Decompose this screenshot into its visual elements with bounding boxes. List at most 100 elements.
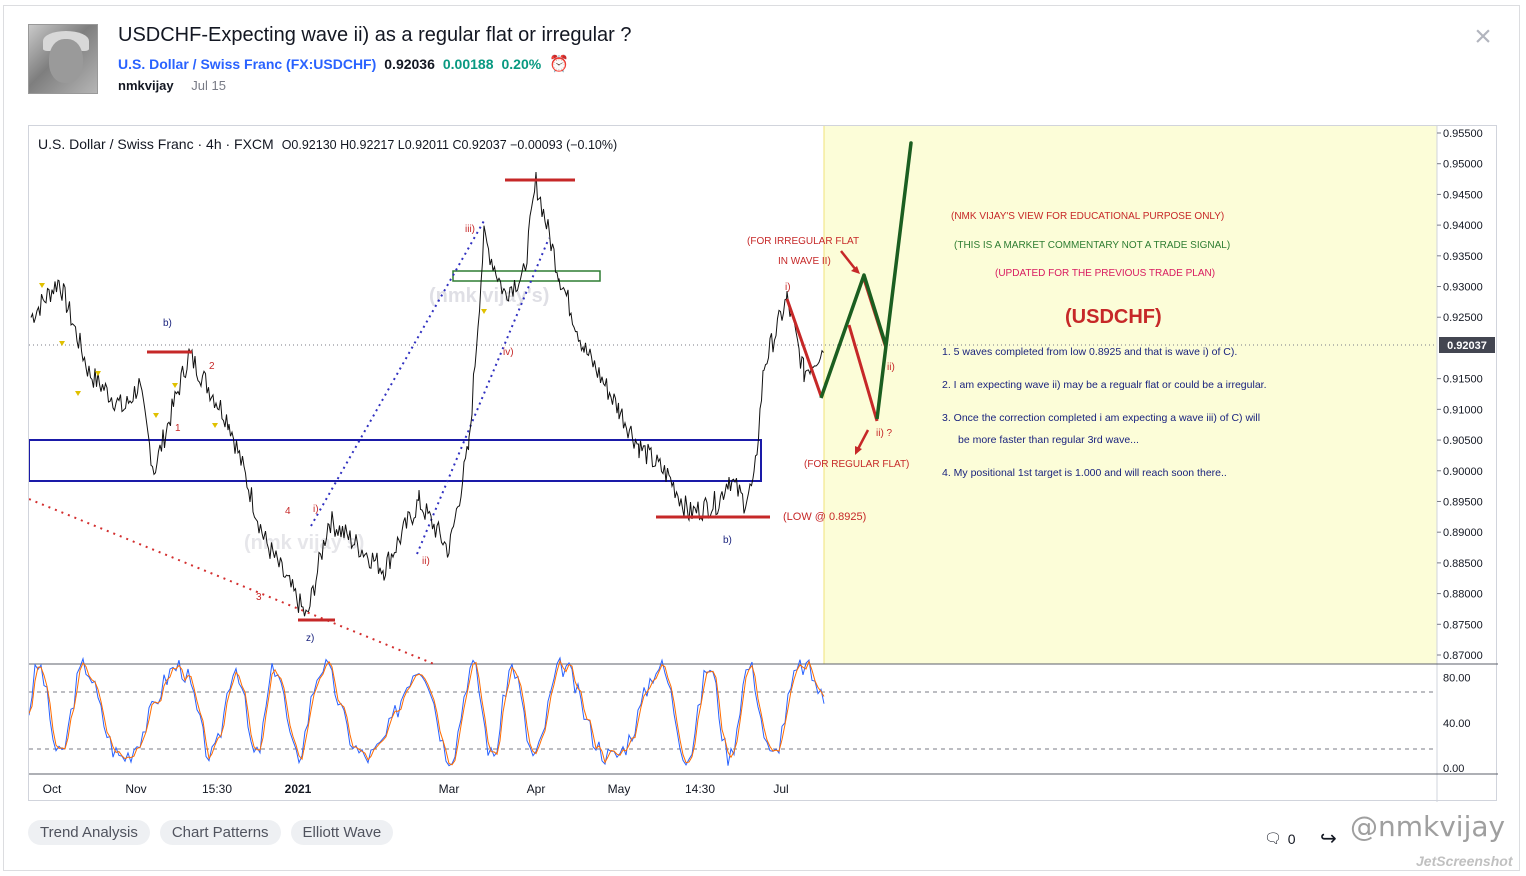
oscillator-k-line — [28, 656, 825, 767]
forecast-red-irregular — [847, 324, 879, 422]
tag-trend-analysis[interactable]: Trend Analysis — [28, 820, 150, 845]
wave-label: ii) — [887, 362, 895, 373]
wave-label: 4 — [285, 506, 291, 517]
time-tick-label: Jul — [773, 782, 788, 796]
irregular-note-1: (FOR IRREGULAR FLAT — [747, 236, 859, 247]
price-tick-label: 0.88500 — [1443, 558, 1483, 570]
wave-label: 3 — [256, 592, 262, 603]
time-tick-label: Mar — [439, 782, 460, 796]
idea-title: USDCHF-Expecting wave ii) as a regular f… — [118, 24, 632, 46]
point-1: 1. 5 waves completed from low 0.8925 and… — [942, 346, 1237, 358]
price-tick-label: 0.87000 — [1443, 650, 1483, 662]
tag-elliott-wave[interactable]: Elliott Wave — [290, 820, 394, 845]
chart-svg: 0.95500 0.95000 0.94500 0.94000 0.93500 0.930… — [28, 126, 1498, 802]
chart-container[interactable]: 0.95500 0.95000 0.94500 0.94000 0.93500 0.930… — [28, 125, 1498, 802]
forecast-green-path — [819, 141, 913, 420]
idea-card — [3, 5, 1520, 871]
tag-list: Trend Analysis Chart Patterns Elliott Wa… — [28, 820, 394, 845]
comments-button[interactable]: 🗨 0 — [1264, 830, 1296, 847]
wave-label: ii) — [422, 556, 430, 567]
symbol-change-pct: 0.20% — [501, 56, 542, 72]
price-tick-label: 0.88000 — [1443, 589, 1483, 601]
wave-label: b) — [163, 318, 172, 329]
wave-labels: b) 2 1 4 3 i) z) ii) iii) iv) i) ii) ii)… — [163, 224, 895, 644]
point-4: 4. My positional 1st target is 1.000 and… — [942, 467, 1227, 479]
symbol-note: (USDCHF) — [1065, 306, 1162, 328]
last-price-box — [1439, 337, 1495, 353]
time-tick-label: Oct — [43, 782, 62, 796]
wave-label: ii) ? — [876, 428, 893, 439]
arrow-regular — [855, 429, 870, 455]
disclaimer-2: (THIS IS A MARKET COMMENTARY NOT A TRADE… — [954, 240, 1230, 251]
oscillator-tick-label: 0.00 — [1443, 763, 1464, 775]
price-tick-label: 0.92500 — [1443, 312, 1483, 324]
tag-chart-patterns[interactable]: Chart Patterns — [159, 820, 281, 845]
regular-note: (FOR REGULAR FLAT) — [804, 459, 909, 470]
time-tick-label: Nov — [125, 782, 146, 796]
wave-label: 2 — [209, 361, 215, 372]
wave-label: iii) — [465, 224, 475, 235]
author-avatar[interactable] — [28, 24, 98, 94]
oscillator-tick-label: 40.00 — [1443, 718, 1471, 730]
forecast-regular-red — [785, 298, 823, 397]
comment-icon: 🗨 — [1264, 830, 1282, 846]
price-tick-label: 0.89500 — [1443, 496, 1483, 508]
oscillator-axis: 80.00 40.00 0.00 — [1443, 673, 1471, 775]
resistance-zone — [452, 270, 601, 282]
symbol-link[interactable]: U.S. Dollar / Swiss Franc (FX:USDCHF) — [118, 56, 377, 72]
price-tick-label: 0.90000 — [1443, 466, 1483, 478]
price-line — [30, 171, 824, 617]
author-watermark: @nmkvijay — [1350, 810, 1506, 843]
chart-watermark-2: (nmk vijay's) — [244, 532, 364, 554]
capture-watermark: JetScreenshot — [1416, 853, 1513, 869]
point-3: 3. Once the correction completed i am ex… — [942, 412, 1260, 424]
wave-label: b) — [723, 535, 732, 546]
wave-label: 1 — [175, 423, 181, 434]
price-axis: 0.95500 0.95000 0.94500 0.94000 0.93500 0.930… — [1437, 128, 1483, 662]
price-tick-label: 0.95000 — [1443, 159, 1483, 171]
price-tick-label: 0.89000 — [1443, 527, 1483, 539]
wave-label: i) — [313, 504, 319, 515]
projection-area — [824, 126, 1437, 664]
oscillator-tick-label: 80.00 — [1443, 673, 1471, 685]
price-tick-label: 0.91500 — [1443, 374, 1483, 386]
time-tick-label: 15:30 — [202, 782, 232, 796]
symbol-price: 0.92036 — [384, 56, 435, 72]
alert-clock-icon[interactable]: ⏰ — [549, 56, 570, 73]
wave-label: i) — [785, 282, 791, 293]
price-tick-label: 0.91000 — [1443, 404, 1483, 416]
oscillator-d-line — [28, 659, 825, 766]
red-trendline — [28, 498, 435, 665]
price-tick-label: 0.90500 — [1443, 435, 1483, 447]
chart-legend: U.S. Dollar / Swiss Franc · 4h · FXCM O0.… — [38, 136, 617, 152]
time-tick-label: Apr — [527, 782, 546, 796]
blue-channel-upper — [310, 218, 486, 527]
price-tick-label: 0.87500 — [1443, 619, 1483, 631]
author-line: nmkvijay Jul 15 — [118, 78, 226, 93]
low-note: (LOW @ 0.8925) — [783, 511, 866, 523]
wave-label: iv) — [503, 347, 514, 358]
time-axis: Oct Nov 15:30 2021 Mar Apr May 14:30 Jul — [43, 782, 789, 796]
author-name[interactable]: nmkvijay — [118, 78, 174, 93]
time-tick-label: 2021 — [285, 782, 312, 796]
publish-date: Jul 15 — [191, 78, 226, 93]
disclaimer-3: (UPDATED FOR THE PREVIOUS TRADE PLAN) — [995, 268, 1215, 279]
arrow-irregular — [840, 250, 860, 274]
avatar-face — [49, 39, 83, 83]
comments-count: 0 — [1287, 830, 1296, 847]
symbol-line: U.S. Dollar / Swiss Franc (FX:USDCHF) 0.… — [118, 54, 569, 74]
support-zone — [28, 439, 762, 482]
price-tick-label: 0.93000 — [1443, 282, 1483, 294]
point-2: 2. I am expecting wave ii) may be a regu… — [942, 379, 1267, 391]
close-icon[interactable]: × — [1474, 20, 1492, 53]
chart-watermark: (nmk vijay's) — [429, 285, 549, 307]
price-tick-label: 0.93500 — [1443, 251, 1483, 263]
last-price-label: 0.92037 — [1447, 340, 1487, 352]
annotations: (FOR IRREGULAR FLAT IN WAVE II) (FOR REG… — [747, 211, 1267, 523]
price-tick-label: 0.95500 — [1443, 128, 1483, 140]
wave-label: z) — [306, 633, 314, 644]
point-3b: be more faster than regular 3rd wave... — [958, 434, 1139, 446]
disclaimer-1: (NMK VIJAY'S VIEW FOR EDUCATIONAL PURPOS… — [951, 211, 1224, 222]
share-icon[interactable]: ↪ — [1320, 828, 1337, 850]
time-tick-label: 14:30 — [685, 782, 715, 796]
